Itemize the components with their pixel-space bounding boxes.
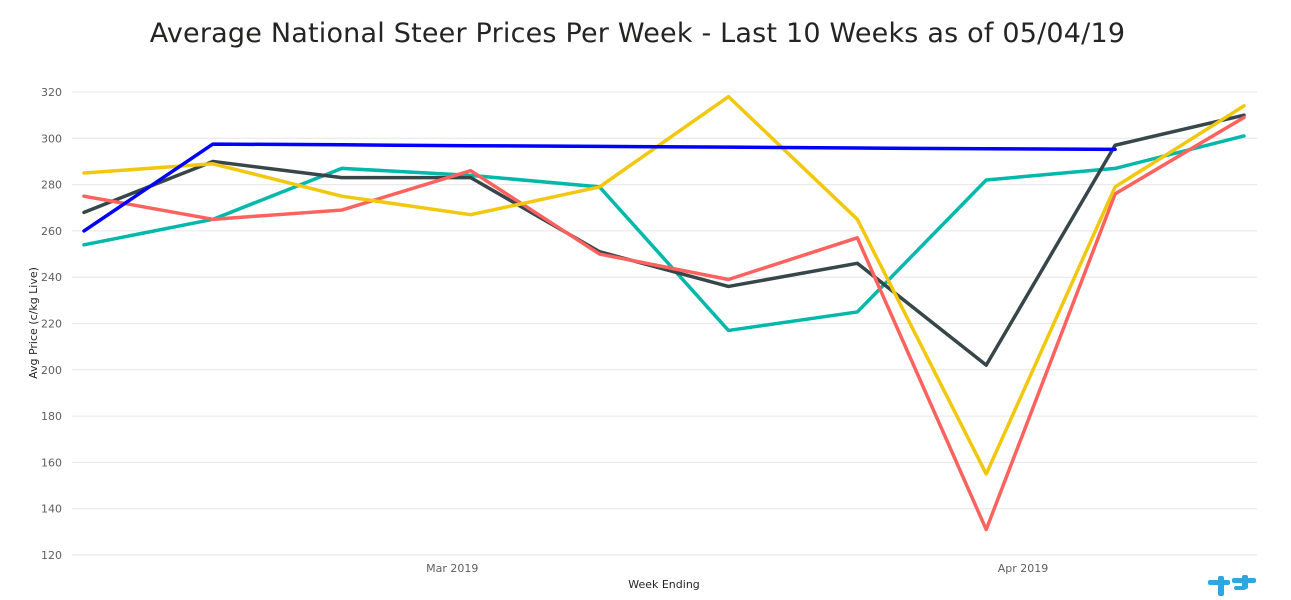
y-tick-label: 140 (41, 503, 62, 516)
y-tick-label: 200 (41, 364, 62, 377)
series-0 (82, 134, 1246, 333)
series-lines (82, 94, 1246, 532)
x-tick-label: Apr 2019 (998, 562, 1049, 575)
y-tick-label: 280 (41, 179, 62, 192)
chart-title: Average National Steer Prices Per Week -… (149, 18, 1126, 49)
series-line (82, 134, 1246, 333)
y-tick-label: 260 (41, 225, 62, 238)
series-1 (82, 113, 1246, 367)
y-axis-title: Avg Price (c/kg Live) (27, 267, 40, 379)
gridlines (72, 91, 1257, 556)
y-tick-label: 120 (41, 549, 62, 562)
logo-mark (1208, 575, 1256, 596)
x-axis-ticks: Mar 2019 Apr 2019 (426, 562, 1048, 575)
series-2 (82, 115, 1246, 532)
cattle-logo-icon (1208, 575, 1256, 596)
series-line (82, 142, 1117, 233)
y-tick-label: 300 (41, 132, 62, 145)
series-line (82, 94, 1246, 476)
x-axis-title: Week Ending (628, 578, 700, 591)
y-axis-ticks: 320 300 280 260 240 220 200 180 160 140 120 (41, 86, 62, 562)
series-4 (82, 142, 1117, 233)
y-tick-label: 240 (41, 271, 62, 284)
series-3 (82, 94, 1246, 476)
y-tick-label: 220 (41, 318, 62, 331)
y-tick-label: 160 (41, 456, 62, 469)
series-line (82, 113, 1246, 367)
y-tick-label: 320 (41, 86, 62, 99)
x-tick-label: Mar 2019 (426, 562, 478, 575)
y-tick-label: 180 (41, 410, 62, 423)
series-line (82, 115, 1246, 532)
